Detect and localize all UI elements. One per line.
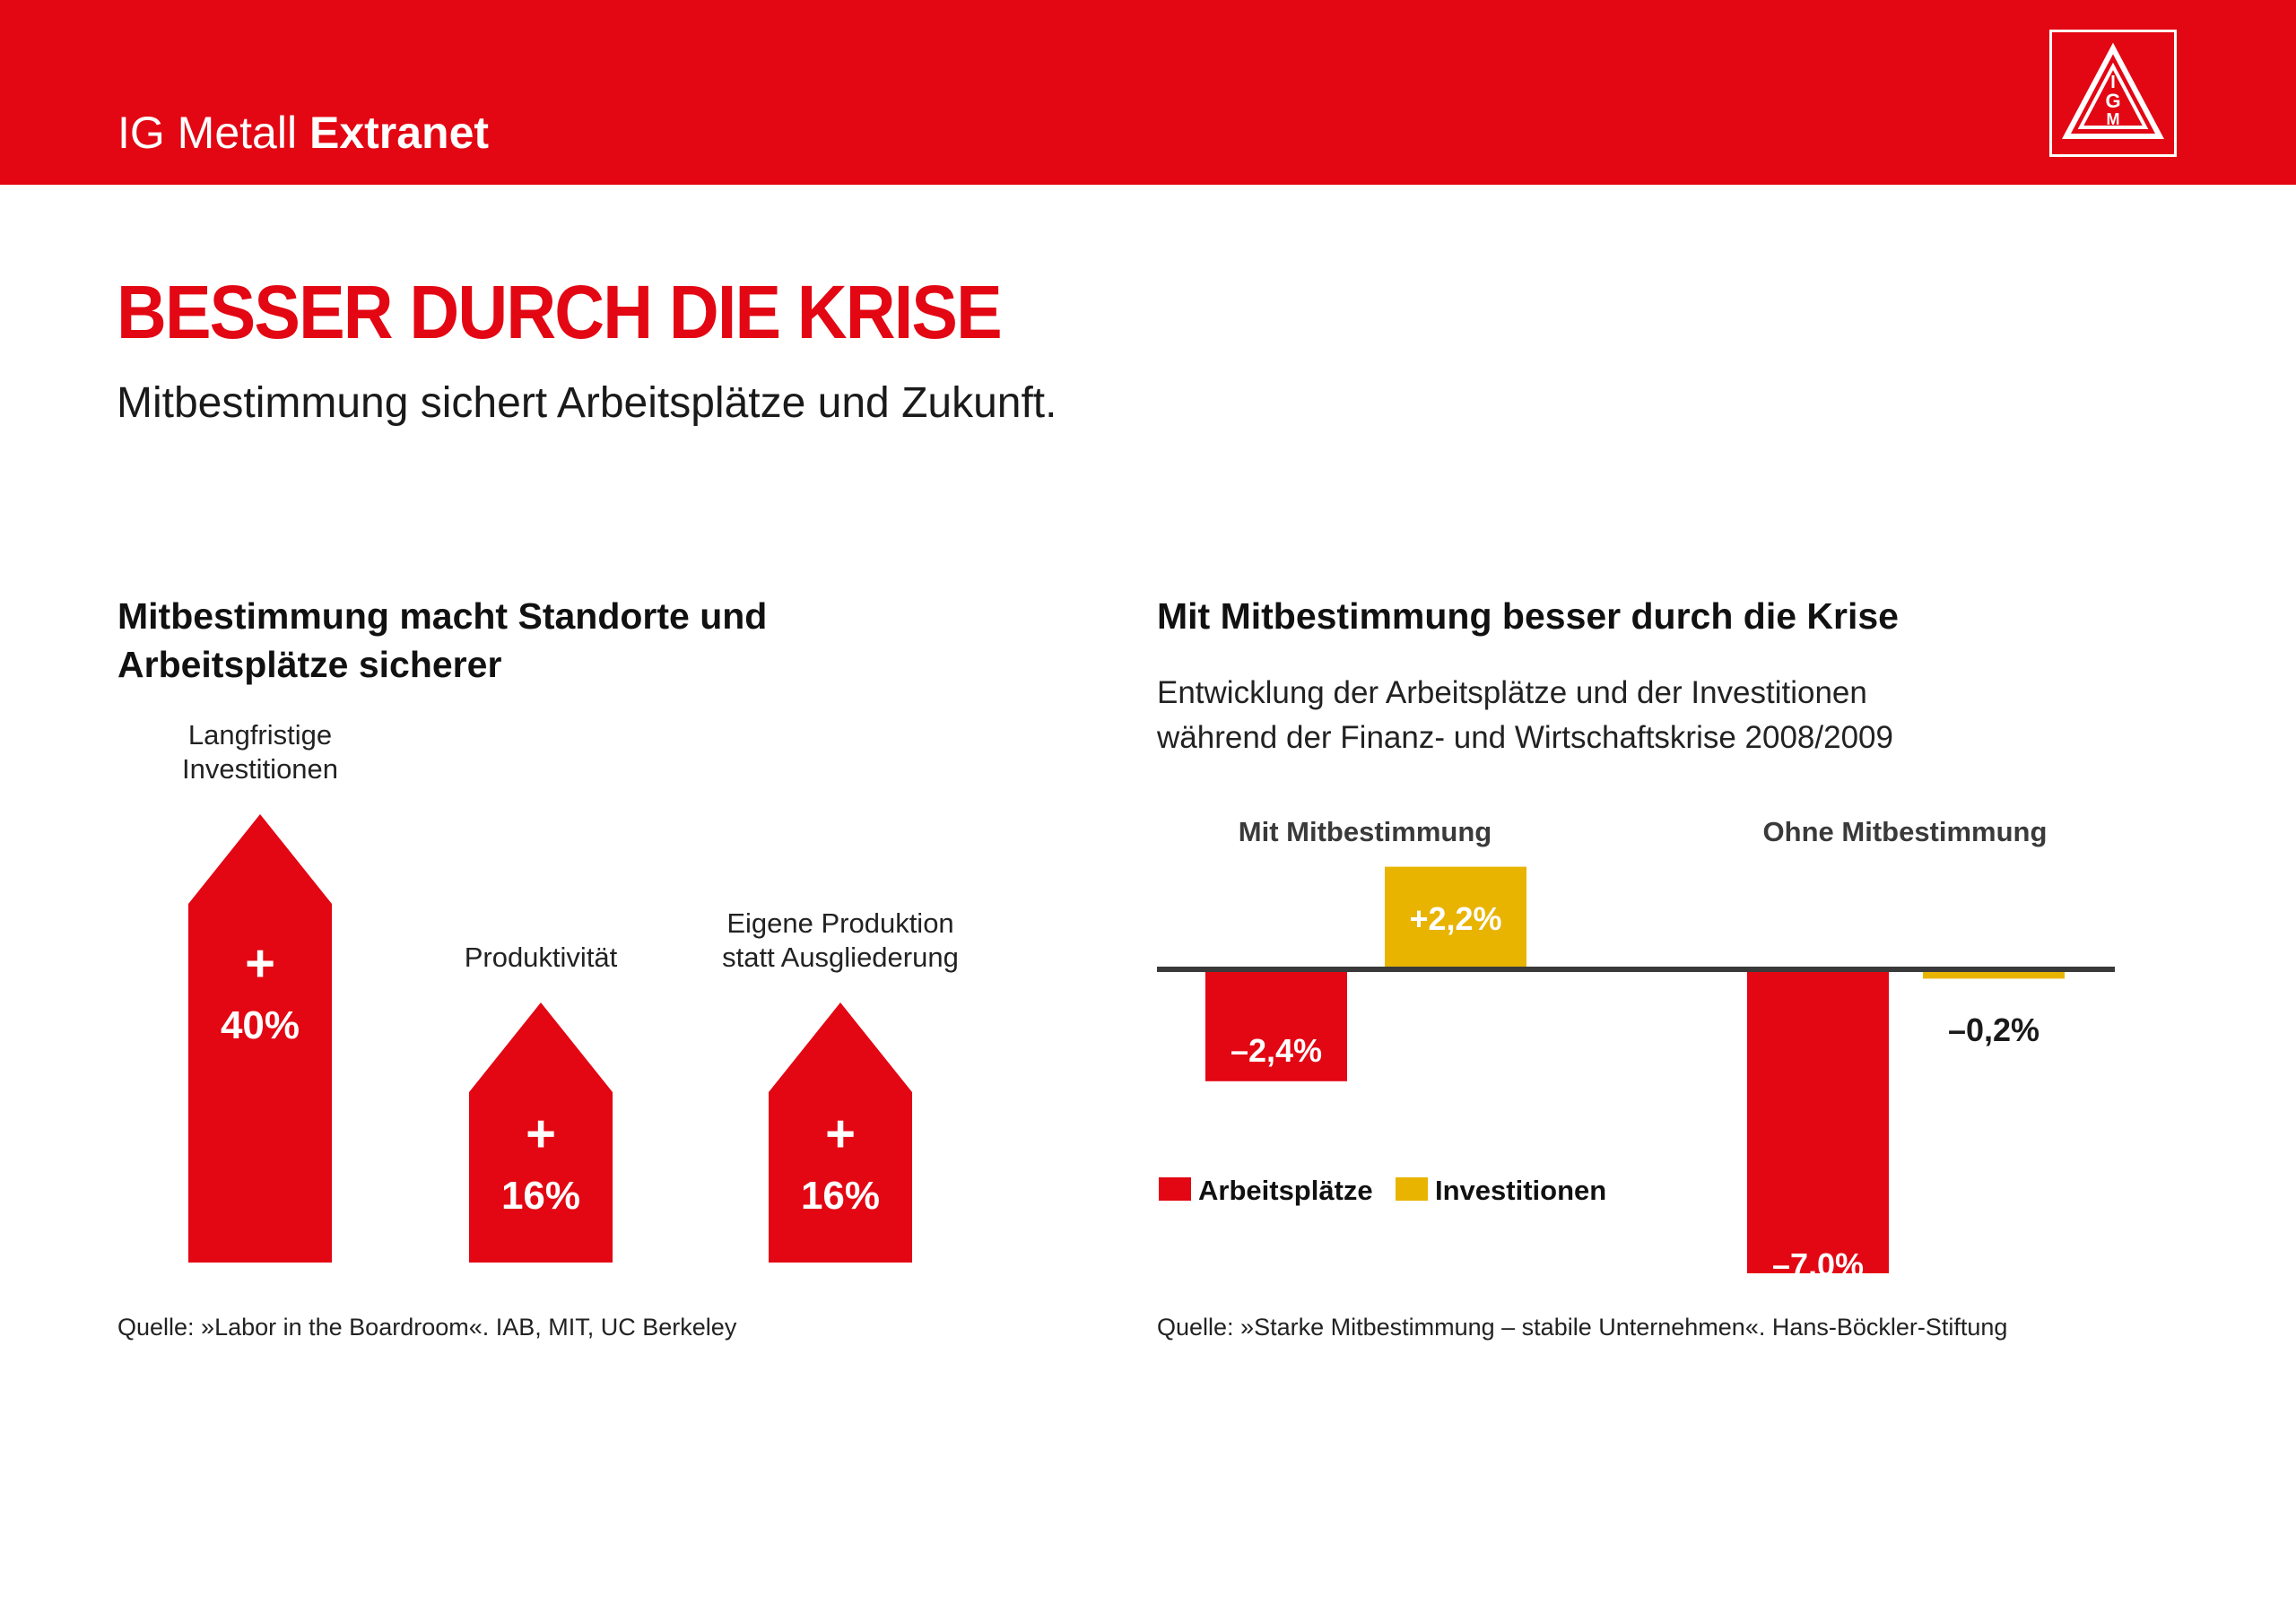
legend-label: Arbeitsplätze bbox=[1198, 1175, 1373, 1206]
brand-light: IG Metall bbox=[117, 108, 298, 158]
logo-icon: I G M bbox=[2062, 42, 2164, 139]
brand-name: IG Metall Extranet bbox=[117, 106, 489, 160]
category-label: Langfristige bbox=[188, 719, 332, 751]
category-label: Eigene Produktion bbox=[726, 907, 953, 939]
left-chart-title-line2: Arbeitsplätze sicherer bbox=[117, 644, 502, 685]
ig-metall-logo: I G M bbox=[2049, 30, 2177, 157]
left-chart-source: Quelle: »Labor in the Boardroom«. IAB, M… bbox=[117, 1314, 737, 1341]
data-bar bbox=[1205, 969, 1347, 1081]
data-label: –2,4% bbox=[1231, 1032, 1322, 1069]
zero-axis-line bbox=[1157, 967, 2115, 972]
bar-sign: + bbox=[245, 934, 275, 993]
data-label: –7,0% bbox=[1772, 1246, 1864, 1273]
data-bar bbox=[1923, 969, 2065, 979]
group-label: Mit Mitbestimmung bbox=[1239, 816, 1492, 847]
category-label: Produktivität bbox=[465, 942, 618, 973]
category-label: statt Ausgliederung bbox=[722, 942, 959, 973]
right-chart: Mit Mitbestimmung Ohne Mitbestimmung –2,4%… bbox=[1157, 816, 2115, 1273]
bar-sign: + bbox=[526, 1105, 556, 1163]
bar-value-label: 16% bbox=[501, 1174, 580, 1218]
right-chart-description-line1: Entwicklung der Arbeitsplätze und der In… bbox=[1157, 675, 1867, 710]
right-chart-title: Mit Mitbestimmung besser durch die Krise bbox=[1157, 595, 1899, 637]
svg-text:M: M bbox=[2107, 110, 2120, 128]
brand-bold: Extranet bbox=[309, 108, 490, 158]
data-label: +2,2% bbox=[1409, 900, 1501, 937]
header-bar: IG Metall Extranet I G M bbox=[0, 0, 2296, 185]
right-chart-source: Quelle: »Starke Mitbestimmung – stabile … bbox=[1157, 1314, 2008, 1341]
data-bar bbox=[1385, 866, 1526, 969]
legend-label: Investitionen bbox=[1435, 1175, 1606, 1206]
house-bar bbox=[469, 1002, 613, 1263]
house-bar bbox=[769, 1002, 912, 1263]
bar-sign: + bbox=[825, 1105, 856, 1163]
group-label: Ohne Mitbestimmung bbox=[1763, 816, 2048, 847]
data-label: –0,2% bbox=[1948, 1011, 2039, 1048]
right-chart-description-line2: während der Finanz- und Wirtschaftskrise… bbox=[1157, 720, 1893, 755]
legend-swatch bbox=[1159, 1177, 1191, 1201]
bar-value-label: 40% bbox=[221, 1003, 300, 1047]
svg-text:G: G bbox=[2105, 90, 2120, 112]
house-bar bbox=[188, 814, 332, 1263]
bar-value-label: 16% bbox=[801, 1174, 880, 1218]
page-subtitle: Mitbestimmung sichert Arbeitsplätze und … bbox=[117, 379, 1057, 427]
category-label: Investitionen bbox=[182, 753, 338, 785]
svg-text:I: I bbox=[2110, 73, 2116, 92]
left-chart-title-line1: Mitbestimmung macht Standorte und bbox=[117, 595, 768, 637]
legend-swatch bbox=[1396, 1177, 1428, 1201]
page-title: BESSER DURCH DIE KRISE bbox=[117, 270, 1003, 354]
data-bar bbox=[1747, 969, 1889, 1273]
